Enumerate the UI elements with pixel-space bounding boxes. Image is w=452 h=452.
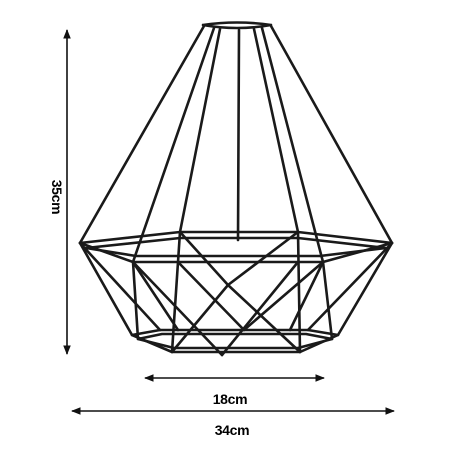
wire-cage: [78, 21, 394, 357]
lattice-4: [170, 283, 230, 354]
lattice-8: [288, 260, 325, 332]
upper-strut-5: [252, 27, 300, 234]
height-label: 35cm: [49, 179, 65, 215]
lower-strut-1: [78, 241, 134, 337]
total-width-label: 34cm: [214, 422, 250, 438]
lattice-11: [176, 260, 246, 332]
lattice-6: [226, 283, 302, 354]
lattice-2: [170, 230, 182, 354]
upper-strut-2: [131, 26, 216, 264]
upper-strut-4: [236, 28, 241, 242]
lower-strut-3: [131, 260, 140, 341]
waist-back: [78, 230, 394, 245]
top-ring: [201, 21, 273, 30]
lattice-7: [296, 230, 302, 354]
lattice-12: [242, 260, 325, 332]
upper-strut-1: [78, 24, 206, 245]
lattice-14: [306, 241, 394, 332]
lattice-3: [178, 230, 230, 287]
dimension-lines: [63, 29, 395, 415]
bottom-width-label: 18cm: [212, 391, 248, 407]
lattice-13: [78, 241, 162, 332]
lattice-1: [131, 260, 180, 332]
upper-strut-3: [178, 27, 222, 234]
waist-inner-ring: [84, 236, 388, 258]
lattice-5: [226, 230, 300, 287]
lattice-9: [131, 260, 224, 357]
upper-strut-7: [269, 24, 394, 245]
lower-strut-2: [336, 241, 394, 337]
lattice-10: [220, 260, 300, 357]
upper-strut-6: [260, 26, 325, 264]
lower-strut-4: [321, 260, 334, 341]
